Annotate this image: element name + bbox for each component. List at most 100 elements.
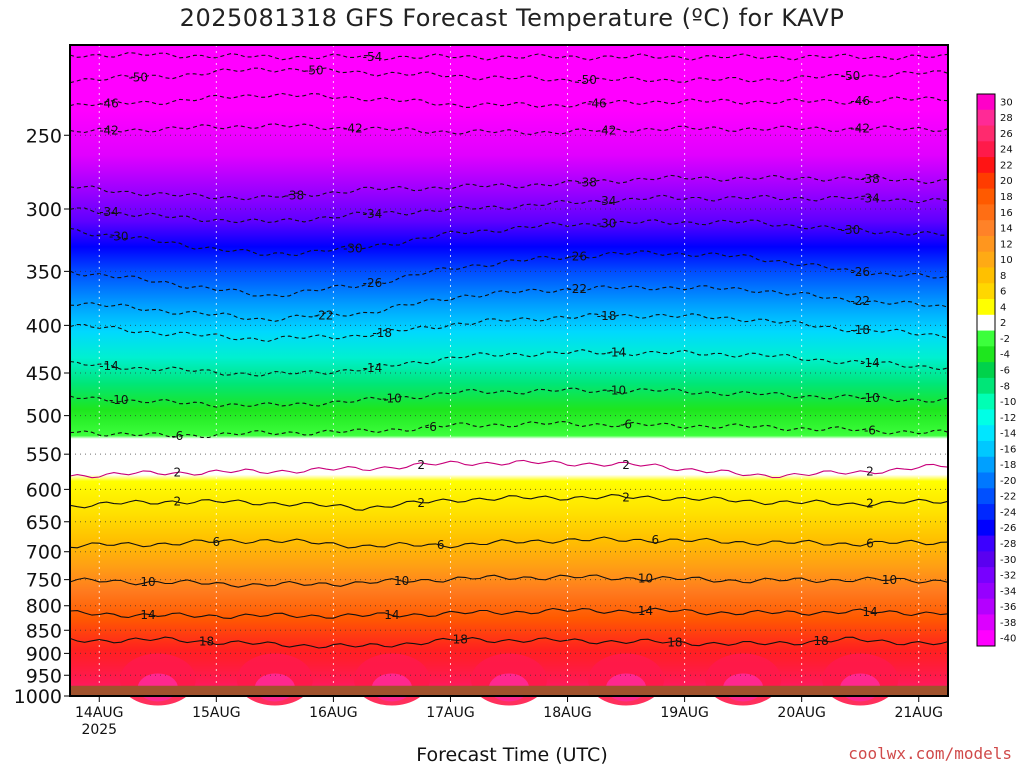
isotherm-label: -42 [597,123,617,137]
x-tick-label: 14AUG [75,705,124,721]
colorbar-swatch [977,314,995,332]
colorbar-swatch [977,567,995,584]
isotherm-label: -30 [841,223,861,237]
isotherm-label: 2 [417,458,425,472]
isotherm-label: -6 [425,420,437,434]
isotherm-label: -26 [567,249,587,263]
colorbar-swatch [977,299,995,316]
colorbar-label: -32 [1000,571,1016,582]
isotherm-label: 2 [622,490,630,504]
isotherm-labels: -54-50 -50-50 -50-46 -46 -46-42 -42 -42 -42-38-… [99,50,897,649]
isotherm-label: 2 [622,458,630,472]
isotherm-label: -6 [620,418,632,432]
isotherm [69,92,949,109]
colorbar-swatch [977,472,995,489]
isotherm [69,494,949,511]
y-tick-label: 800 [26,596,62,618]
colorbar-label: 14 [1000,224,1013,235]
isotherm-label: -38 [860,172,880,186]
isotherm-label: 6 [652,533,660,547]
colorbar-label: -10 [1000,397,1016,408]
colorbar-swatch [977,393,995,410]
colorbar-label: -24 [1000,507,1016,518]
colorbar-swatch [977,409,995,426]
colorbar-label: 2 [1000,318,1006,329]
colorbar-label: -6 [1000,366,1010,377]
isotherm-label: -26 [850,265,870,279]
isotherm-label: 10 [882,573,897,587]
isotherm-label: 14 [140,608,155,622]
x-tick-year: 2025 [81,722,117,738]
colorbar-swatch [977,551,995,568]
colorbar-swatch [977,582,995,600]
isotherm-label: -22 [850,294,870,308]
isotherm-label: -10 [109,393,129,407]
isotherm [69,574,949,588]
x-axis-title: Forecast Time (UTC) [416,744,608,766]
isotherm [69,285,949,322]
colorbar-labels: 30 28 26 24 22 20 18 16 14 12 10 8 6 4 2 -2 -4 -6 -8 -10 -12… [1000,97,1016,644]
y-tick-label: 750 [26,570,62,592]
isotherm-label: -14 [99,359,119,373]
isotherm-label: -50 [128,70,148,84]
x-tick-label: 21AUG [894,705,943,721]
colorbar-label: 26 [1000,129,1013,140]
x-tick-label: 16AUG [309,705,358,721]
y-tick-label: 650 [26,512,62,534]
y-tick-label: 400 [26,315,62,337]
colorbar-swatch [977,251,995,268]
colorbar-label: 22 [1000,160,1013,171]
colorbar-label: 18 [1000,192,1013,203]
isotherm-label: 18 [667,635,682,649]
colorbar-swatch [977,188,995,205]
temperature-field [70,45,948,696]
x-tick-label: 20AUG [777,705,826,721]
isotherm [69,52,949,61]
isotherm-label: -10 [382,391,402,405]
colorbar-label: -34 [1000,586,1016,597]
colorbar-label: 24 [1000,145,1013,156]
colorbar-label: -8 [1000,381,1010,392]
credit-text: coolwx.com/models [848,744,1012,763]
x-tick-label: 15AUG [192,705,241,721]
colorbar-swatch [977,488,995,505]
y-tick-label: 1000 [14,686,62,708]
isotherm-label: -22 [567,282,587,296]
isotherm-label: 14 [862,605,877,619]
y-tick-label: 300 [26,199,62,221]
isotherm [69,194,949,224]
isotherm-label: 14 [384,608,399,622]
isotherm-label: -30 [109,229,129,243]
colorbar-swatch [977,630,995,647]
isotherm-label: -54 [363,50,383,64]
isotherm-label: -6 [864,424,876,438]
colorbar-label: 8 [1000,271,1006,282]
colorbar-label: 30 [1000,97,1013,108]
isotherm-label: 10 [638,571,653,585]
colorbar-label: -38 [1000,618,1016,629]
colorbar-swatch [977,172,995,190]
isotherm-label: 18 [814,634,829,648]
isotherm [69,387,949,408]
colorbar-swatch [977,440,995,458]
colorbar-swatch [977,204,995,221]
colorbar-label: 28 [1000,113,1013,124]
colorbar-swatch [977,94,995,111]
colorbar-swatch [977,362,995,379]
isotherm [69,313,949,343]
isotherm-label: -34 [860,192,880,206]
ground-fill [70,685,948,696]
colorbar-label: -18 [1000,460,1016,471]
plot-area [70,45,948,696]
colorbar-swatch [977,330,995,347]
isotherm-label: 10 [140,575,155,589]
colorbar-swatch [977,141,995,158]
isotherm-label: -6 [171,429,183,443]
colorbar-label: 4 [1000,302,1006,313]
isotherm-label: -14 [363,361,383,375]
colorbar-swatch [977,157,995,174]
colorbar-swatch [977,235,995,253]
colorbar-swatch [977,425,995,442]
colorbar-border [976,93,996,647]
